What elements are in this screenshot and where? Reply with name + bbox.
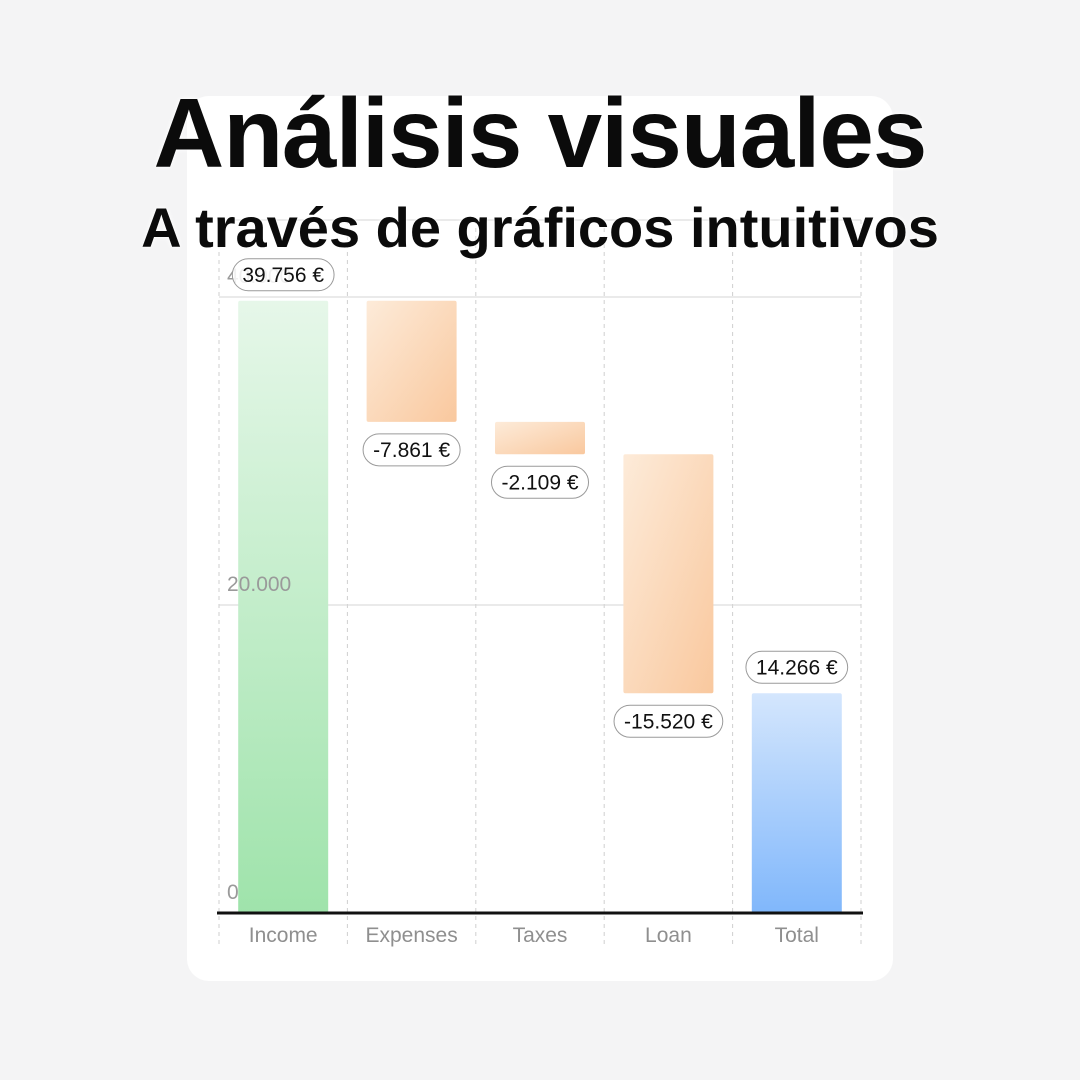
value-label-text: -2.109 €	[501, 471, 578, 494]
value-label: -2.109 €	[490, 465, 590, 499]
x-tick-label: Loan	[645, 924, 692, 947]
grid-layer	[218, 219, 862, 946]
bar-layer	[217, 300, 863, 915]
x-tick-label: Income	[249, 924, 318, 947]
value-pill	[362, 433, 461, 467]
x-tick-label: Taxes	[513, 924, 568, 947]
value-pill	[231, 258, 335, 292]
y-tick-label: 0	[227, 881, 239, 904]
value-pill	[613, 704, 724, 738]
value-pill	[490, 465, 590, 499]
x-tick-label: Total	[775, 924, 819, 947]
value-label: 14.266 €	[745, 650, 849, 684]
bar-expenses	[366, 300, 457, 422]
value-label: 39.756 €	[231, 258, 335, 292]
value-label-text: -15.520 €	[624, 710, 713, 733]
bar-income	[238, 300, 329, 914]
value-label-text: 39.756 €	[242, 264, 324, 287]
y-tick-label: 20.000	[227, 573, 291, 596]
bar-taxes	[495, 421, 585, 455]
value-label: -7.861 €	[362, 433, 461, 467]
bar-total	[751, 693, 842, 913]
page-subtitle: A través de gráficos intuitivos	[141, 196, 939, 259]
label-layer: 020.00040.000IncomeExpensesTaxesLoanTota…	[227, 258, 849, 947]
x-tick-label: Expenses	[365, 924, 457, 947]
value-label-text: 14.266 €	[756, 656, 838, 679]
value-pill	[745, 650, 849, 684]
value-label-text: -7.861 €	[373, 439, 450, 462]
value-label: -15.520 €	[613, 704, 724, 738]
bar-loan	[623, 454, 714, 694]
page-title: Análisis visuales	[153, 78, 928, 188]
